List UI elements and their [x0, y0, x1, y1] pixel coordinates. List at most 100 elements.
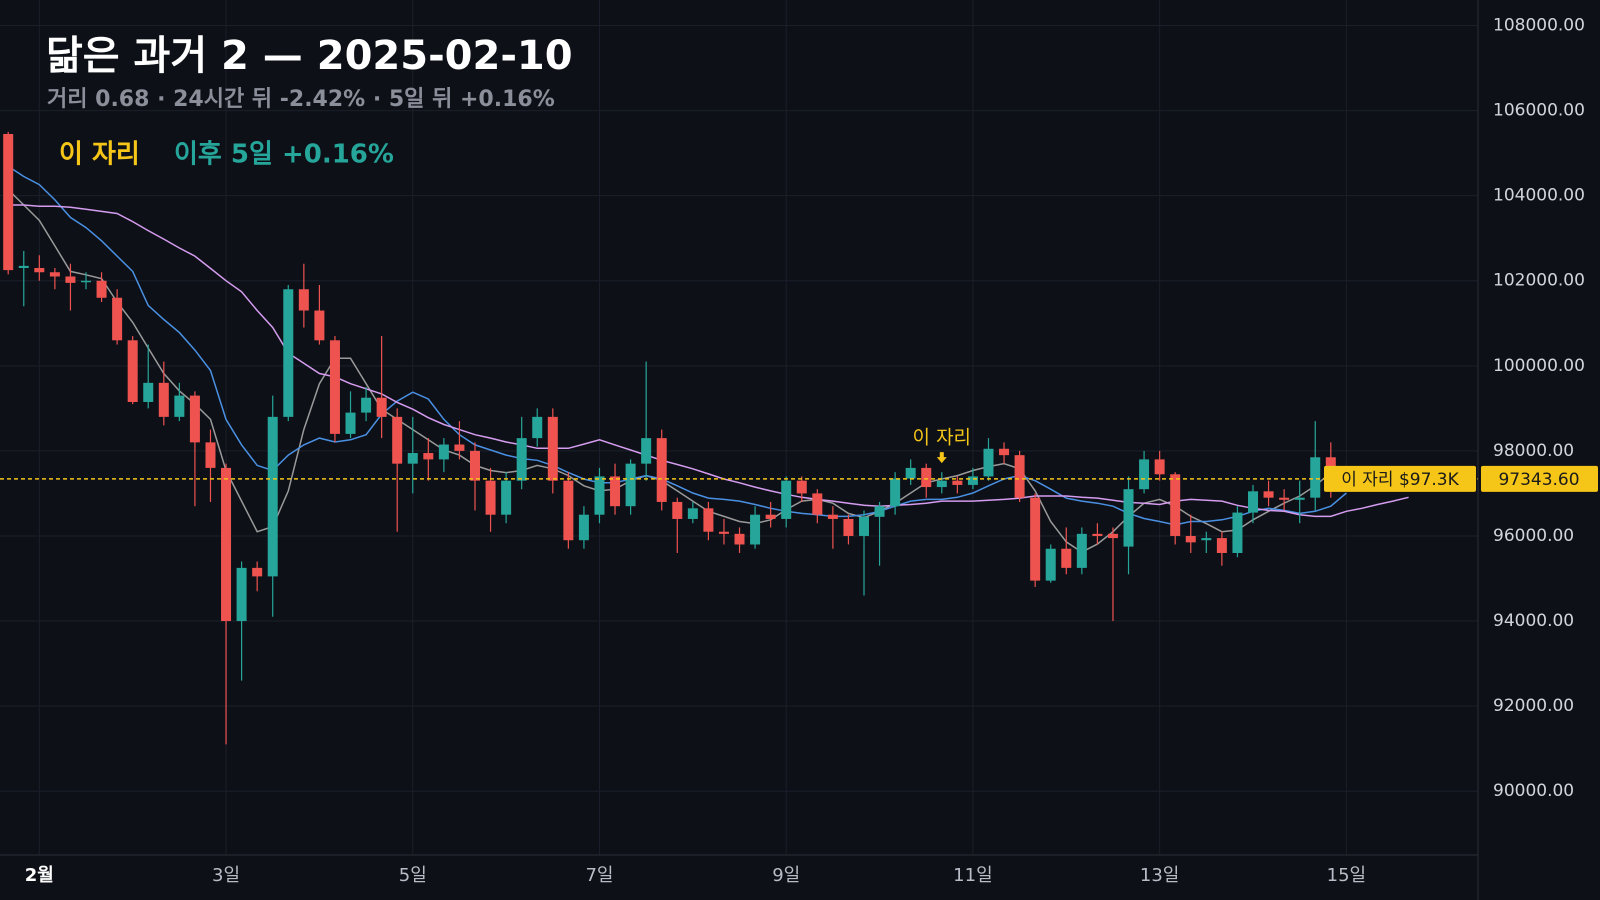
price-axis-box: [1481, 465, 1598, 492]
candle-body: [345, 412, 356, 434]
y-tick-label: 108000.00: [1493, 16, 1585, 36]
x-tick-label: 11일: [953, 865, 992, 886]
candle-body: [252, 567, 263, 577]
y-tick-label: 94000.00: [1493, 611, 1574, 631]
candle-body: [1248, 491, 1258, 513]
y-tick-label: 102000.00: [1493, 271, 1585, 291]
candle-body: [1154, 459, 1165, 475]
candle-body: [376, 397, 387, 417]
candle-body: [438, 444, 449, 460]
candle-body: [470, 450, 480, 481]
y-tick-label: 106000.00: [1493, 101, 1585, 121]
candle-body: [205, 442, 216, 468]
candle-body: [1030, 497, 1041, 581]
moving-average-line: [7, 165, 1347, 526]
candle-body: [672, 501, 683, 519]
candle-body: [267, 416, 278, 577]
candle-body: [1092, 533, 1103, 536]
candle-body: [578, 514, 589, 541]
candle-body: [501, 480, 512, 515]
candle-body: [843, 518, 854, 536]
candle-body: [1061, 548, 1072, 568]
legend-label: 이 자리: [59, 140, 140, 170]
candle-body: [516, 438, 527, 481]
candle-body: [314, 310, 325, 341]
candle-body: [750, 514, 761, 545]
candles: [3, 131, 1336, 745]
legend-result: 이후 5일 +0.16%: [174, 140, 394, 170]
candle-body: [454, 444, 465, 451]
y-tick-label: 90000.00: [1493, 781, 1574, 801]
candle-body: [1170, 474, 1181, 536]
candle-body: [687, 508, 698, 519]
candle-body: [143, 382, 154, 402]
y-tick-label: 104000.00: [1493, 186, 1585, 206]
candle-body: [563, 480, 574, 541]
candle-body: [1076, 533, 1087, 568]
candle-body: [112, 297, 123, 341]
candle-body: [189, 395, 200, 443]
candle-body: [392, 416, 403, 464]
price-tag-text: 이 자리 $97.3K: [1341, 470, 1459, 490]
candle-body: [905, 467, 916, 479]
subtitle: 거리 0.68 · 24시간 뒤 -2.42% · 5일 뒤 +0.16%: [47, 87, 555, 112]
y-tick-label: 100000.00: [1493, 356, 1585, 376]
candle-body: [827, 514, 838, 519]
candle-body: [859, 516, 869, 536]
chart-title: 닮은 과거 2 — 2025-02-10: [46, 33, 573, 79]
candle-body: [796, 480, 807, 494]
candle-body: [765, 514, 776, 519]
candle-body: [423, 453, 434, 460]
candle-body: [283, 289, 294, 417]
y-tick-label: 96000.00: [1493, 526, 1574, 546]
candle-body: [967, 476, 978, 485]
candle-body: [3, 133, 14, 271]
candle-body: [656, 438, 667, 502]
candle-body: [983, 448, 994, 477]
candle-body: [812, 493, 823, 515]
candle-body: [921, 467, 932, 488]
candle-body: [532, 416, 543, 439]
candle-body: [298, 289, 309, 311]
annotation-text: 이 자리: [913, 427, 971, 449]
candle-body: [1123, 489, 1134, 547]
candle-body: [1232, 512, 1243, 553]
candle-body: [547, 416, 558, 481]
x-tick-label: 5일: [399, 865, 427, 886]
overlay: 이 자리 $97.3K 이 자리: [0, 427, 1478, 492]
candle-body: [936, 480, 947, 488]
candle-body: [1045, 548, 1056, 581]
candle-body: [734, 533, 745, 545]
candle-body: [1263, 491, 1274, 498]
candle-body: [18, 265, 29, 268]
candle-body: [158, 382, 169, 417]
candle-body: [96, 280, 107, 298]
candle-body: [1014, 455, 1025, 498]
candle-body: [781, 480, 792, 519]
y-tick-label: 98000.00: [1493, 441, 1574, 461]
candle-body: [361, 397, 372, 413]
candle-body: [81, 280, 91, 283]
x-tick-label: 7일: [585, 865, 613, 886]
candle-body: [49, 272, 60, 277]
candle-body: [236, 567, 247, 622]
x-tick-label: 13일: [1140, 865, 1179, 886]
price-axis-label: 97343.60: [1498, 470, 1579, 490]
candle-body: [1294, 497, 1305, 500]
candle-body: [1107, 533, 1118, 539]
candle-body: [890, 478, 901, 507]
candle-body: [1310, 457, 1321, 498]
candle-body: [1279, 497, 1290, 500]
x-tick-label: 2월: [25, 865, 54, 886]
candle-body: [65, 276, 76, 283]
candle-body: [641, 438, 652, 464]
y-tick-label: 92000.00: [1493, 696, 1574, 716]
candle-body: [127, 340, 138, 402]
price-tag-box: [1324, 465, 1476, 492]
candle-body: [625, 463, 636, 507]
candle-body: [329, 340, 340, 434]
candle-body: [952, 480, 963, 485]
